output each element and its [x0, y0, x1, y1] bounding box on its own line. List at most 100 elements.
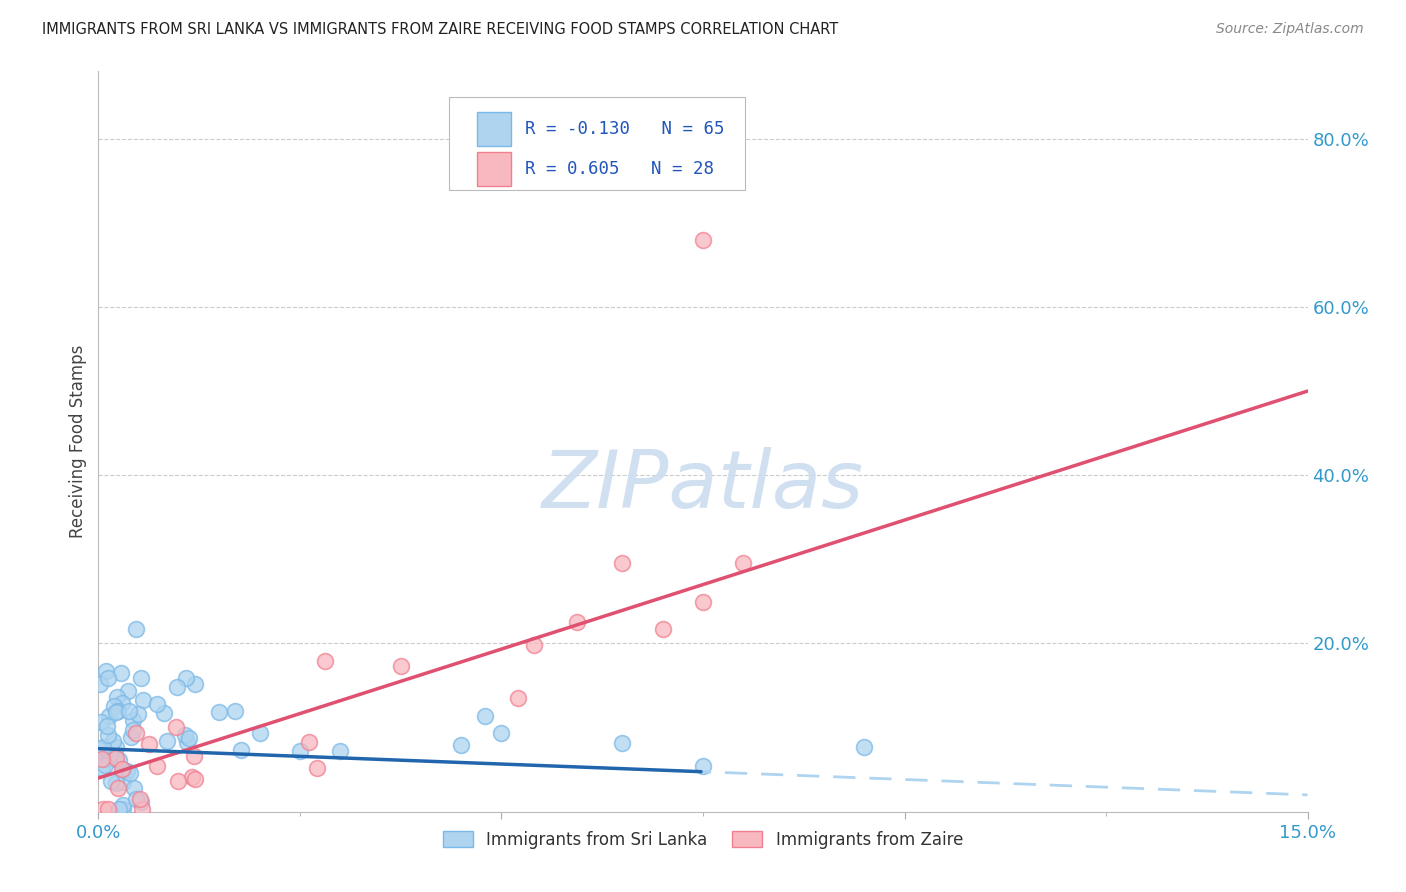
Point [314, 654, 336, 668]
Point [87, 741, 110, 756]
Point [733, 556, 755, 570]
Y-axis label: Receiving Food Stamps: Receiving Food Stamps [69, 345, 87, 538]
Point [111, 762, 134, 776]
Point [298, 735, 321, 749]
Point [111, 798, 134, 813]
Point [288, 744, 311, 758]
Point [110, 666, 132, 681]
Point [107, 781, 129, 796]
Text: ZIPatlas: ZIPatlas [541, 447, 865, 525]
Point [307, 761, 329, 775]
Point [692, 759, 714, 773]
Point [122, 713, 145, 727]
Point [183, 676, 205, 690]
Point [104, 752, 127, 766]
Point [115, 764, 138, 779]
Point [177, 731, 200, 746]
Point [132, 693, 155, 707]
Point [98, 709, 121, 723]
Point [506, 691, 529, 706]
Point [692, 233, 714, 247]
Point [146, 759, 169, 773]
Point [104, 705, 127, 719]
Point [180, 770, 202, 784]
Point [165, 721, 187, 735]
Point [100, 774, 122, 789]
Point [174, 671, 197, 685]
Point [184, 772, 207, 787]
Point [122, 781, 145, 796]
Point [125, 791, 148, 805]
Point [111, 763, 134, 777]
Point [105, 690, 128, 704]
Point [90, 715, 112, 730]
Point [249, 725, 271, 739]
Point [153, 706, 176, 721]
Point [523, 638, 546, 652]
Point [208, 705, 231, 719]
Point [97, 728, 120, 742]
Point [104, 776, 127, 790]
Point [94, 665, 117, 679]
Point [122, 723, 145, 737]
Point [183, 749, 205, 764]
FancyBboxPatch shape [449, 97, 745, 190]
Point [491, 725, 513, 739]
Point [166, 680, 188, 694]
Point [111, 802, 134, 816]
Point [224, 704, 246, 718]
Point [117, 683, 139, 698]
Point [329, 744, 352, 758]
Bar [477, 153, 510, 186]
Point [120, 765, 142, 780]
Point [96, 719, 118, 733]
Point [450, 738, 472, 752]
Point [111, 775, 134, 789]
Point [651, 622, 673, 636]
Point [612, 736, 634, 750]
Point [105, 739, 128, 754]
Point [107, 704, 129, 718]
Text: IMMIGRANTS FROM SRI LANKA VS IMMIGRANTS FROM ZAIRE RECEIVING FOOD STAMPS CORRELA: IMMIGRANTS FROM SRI LANKA VS IMMIGRANTS … [42, 22, 838, 37]
Point [107, 753, 129, 767]
Text: R = -0.130   N = 65: R = -0.130 N = 65 [526, 120, 724, 138]
Point [93, 758, 115, 772]
Point [692, 595, 714, 609]
Point [91, 740, 114, 755]
Point [98, 748, 121, 763]
Point [389, 658, 412, 673]
Point [103, 698, 125, 713]
Point [103, 733, 125, 747]
Point [110, 696, 132, 710]
Text: Source: ZipAtlas.com: Source: ZipAtlas.com [1216, 22, 1364, 37]
Legend: Immigrants from Sri Lanka, Immigrants from Zaire: Immigrants from Sri Lanka, Immigrants fr… [436, 824, 970, 855]
Point [94, 752, 117, 766]
Point [173, 728, 195, 742]
Point [124, 726, 146, 740]
Point [138, 737, 160, 751]
Point [853, 740, 876, 755]
Point [176, 734, 198, 748]
Point [612, 556, 634, 570]
Point [125, 622, 148, 636]
Point [229, 743, 252, 757]
Point [89, 677, 111, 691]
Bar [477, 112, 510, 145]
Point [120, 730, 142, 744]
Point [567, 615, 589, 629]
Point [127, 706, 149, 721]
Point [146, 697, 169, 711]
Text: R = 0.605   N = 28: R = 0.605 N = 28 [526, 160, 714, 178]
Point [91, 752, 114, 766]
Point [118, 704, 141, 718]
Point [156, 733, 179, 747]
Point [107, 802, 129, 816]
Point [131, 802, 153, 816]
Point [105, 751, 128, 765]
Point [129, 795, 152, 809]
Point [91, 802, 114, 816]
Point [97, 802, 120, 816]
Point [90, 761, 112, 775]
Point [128, 792, 150, 806]
Point [129, 672, 152, 686]
